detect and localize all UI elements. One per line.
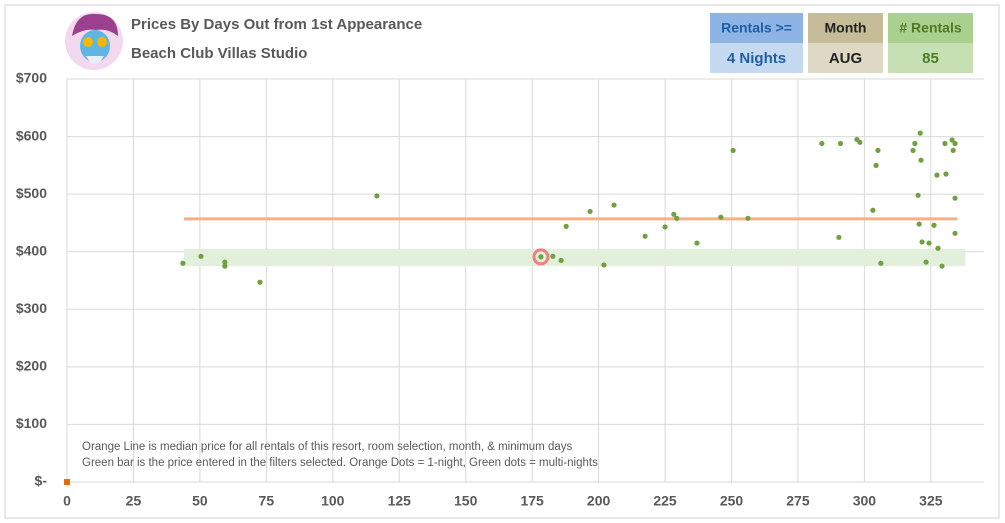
y-tick-label: $500 <box>16 185 47 201</box>
y-tick-label: $400 <box>16 242 47 258</box>
data-point <box>257 279 263 285</box>
filter-header <box>710 13 803 43</box>
x-tick-label: 300 <box>853 493 877 509</box>
data-point <box>917 130 923 136</box>
data-point <box>950 147 956 153</box>
data-point <box>935 245 941 251</box>
filter-value: 4 Nights <box>727 50 786 67</box>
data-point <box>919 239 925 245</box>
data-point <box>926 240 932 246</box>
data-point <box>745 215 751 221</box>
filter-label: Rentals >= <box>721 20 792 36</box>
data-point <box>910 147 916 153</box>
data-point <box>939 263 945 269</box>
data-point <box>870 207 876 213</box>
data-point <box>374 193 380 199</box>
y-tick-label: $100 <box>16 415 47 431</box>
data-point <box>952 230 958 236</box>
data-point <box>916 221 922 227</box>
data-point <box>912 140 918 147</box>
x-tick-label: 100 <box>321 493 345 509</box>
data-point <box>694 240 700 246</box>
data-point <box>837 140 844 147</box>
x-tick-label: 25 <box>126 493 142 509</box>
data-point <box>718 214 724 220</box>
x-tick-label: 275 <box>786 493 810 509</box>
data-point <box>918 157 924 163</box>
x-tick-label: 200 <box>587 493 611 509</box>
annotation: Orange Line is median price for all rent… <box>82 441 572 453</box>
data-point <box>587 208 593 215</box>
filter-value-box <box>710 43 803 73</box>
x-tick-label: 125 <box>388 493 412 509</box>
data-point <box>563 223 569 229</box>
data-point <box>931 222 937 228</box>
x-tick-label: 0 <box>63 493 71 509</box>
logo <box>65 12 123 70</box>
highlight-ring <box>532 248 550 266</box>
data-point <box>878 260 884 266</box>
annotation: Green bar is the price entered in the fi… <box>82 457 598 469</box>
data-point <box>558 257 564 263</box>
data-point <box>923 259 929 265</box>
y-tick-label: $200 <box>16 358 47 374</box>
filter-value: 85 <box>922 50 939 67</box>
y-tick-label: $- <box>35 473 48 489</box>
x-tick-label: 175 <box>520 493 544 509</box>
chart-subtitle: Beach Club Villas Studio <box>131 45 307 62</box>
filter-header <box>808 13 883 43</box>
data-point <box>601 262 607 268</box>
x-tick-label: 50 <box>192 493 208 509</box>
data-point <box>730 147 736 153</box>
data-point <box>952 195 958 201</box>
data-point <box>836 234 842 240</box>
price-band <box>183 248 966 267</box>
chart-title: Prices By Days Out from 1st Appearance <box>131 16 422 33</box>
filter-label: Month <box>825 20 867 36</box>
filter-value-box <box>808 43 883 73</box>
x-tick-label: 325 <box>919 493 943 509</box>
filter-value-box <box>888 43 973 73</box>
data-point <box>64 479 70 485</box>
data-point <box>875 147 881 153</box>
data-point <box>671 211 677 217</box>
filter-header <box>888 13 973 43</box>
x-tick-label: 225 <box>653 493 677 509</box>
data-point <box>949 137 955 143</box>
x-tick-label: 75 <box>259 493 275 509</box>
data-point <box>857 139 863 145</box>
data-point <box>819 140 825 147</box>
filter-label: # Rentals <box>899 20 961 36</box>
data-point <box>642 233 648 239</box>
data-point <box>550 253 556 259</box>
data-point <box>222 259 228 265</box>
data-point <box>180 260 186 266</box>
x-tick-label: 150 <box>454 493 478 509</box>
filter-value: AUG <box>829 50 862 67</box>
data-point <box>222 263 228 269</box>
data-point <box>934 172 940 178</box>
data-point <box>538 254 544 260</box>
data-point <box>915 192 921 198</box>
y-tick-label: $300 <box>16 300 47 316</box>
x-tick-label: 250 <box>720 493 744 509</box>
data-point <box>942 140 948 147</box>
data-point <box>943 171 949 177</box>
data-point <box>662 224 668 230</box>
data-point <box>198 253 204 259</box>
data-point <box>674 215 680 221</box>
y-tick-label: $700 <box>16 70 47 86</box>
data-point <box>873 162 879 168</box>
data-point <box>952 140 958 147</box>
data-point <box>611 202 617 208</box>
y-tick-label: $600 <box>16 127 47 143</box>
